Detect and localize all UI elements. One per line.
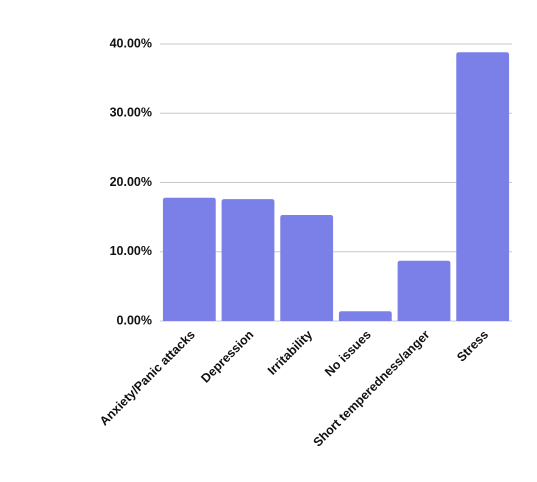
x-tick-label: Short temperedness/anger <box>311 327 433 449</box>
x-tick-label: Irritability <box>265 328 315 378</box>
y-tick-label: 10.00% <box>110 244 152 258</box>
y-tick-label: 0.00% <box>117 313 152 327</box>
y-tick-label: 30.00% <box>110 106 152 120</box>
bar <box>221 199 275 321</box>
y-tick-label: 20.00% <box>110 175 152 189</box>
bar <box>397 260 451 321</box>
x-tick-label: Depression <box>198 328 256 386</box>
x-tick-label: No issues <box>322 328 374 380</box>
y-tick-label: 40.00% <box>110 36 152 50</box>
x-tick-label: Anxiety/Panic attacks <box>97 328 198 429</box>
bar <box>338 311 392 321</box>
x-tick-label: Stress <box>454 328 491 365</box>
bar <box>456 52 510 322</box>
bar <box>280 215 334 321</box>
bar <box>162 197 216 321</box>
